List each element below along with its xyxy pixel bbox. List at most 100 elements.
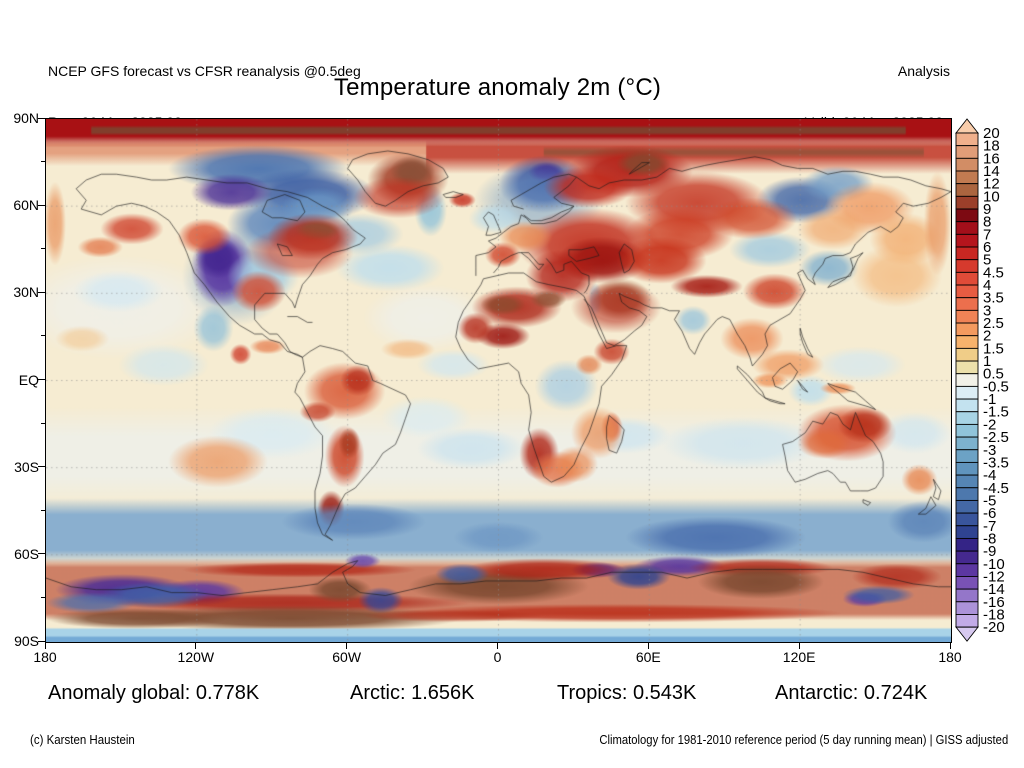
colorbar-cell: [955, 512, 979, 527]
colorbar-label: 12: [983, 176, 1000, 193]
colorbar-label: -2.5: [983, 429, 1009, 446]
y-axis-label: 90S: [14, 633, 39, 649]
y-axis-label: EQ: [18, 371, 39, 388]
colorbar-label: 3: [983, 302, 991, 319]
y-axis-minor-tick: [41, 335, 45, 337]
x-axis-tick: [195, 642, 197, 649]
colorbar-cell: [955, 411, 979, 425]
x-axis-label: 120W: [177, 649, 215, 665]
colorbar-label: 10: [983, 188, 1000, 205]
colorbar-cell: [955, 347, 979, 362]
y-axis-label: 60S: [14, 545, 39, 562]
y-axis-minor-tick: [41, 422, 45, 424]
x-axis-tick: [647, 642, 649, 649]
y-axis-tick: [38, 117, 45, 119]
page-title: Temperature anomaly 2m (°C): [333, 74, 662, 101]
x-axis-label: 180: [938, 649, 962, 665]
colorbar-label: 8: [983, 214, 991, 231]
colorbar-cell: [955, 601, 979, 615]
y-axis-tick: [38, 204, 45, 206]
y-axis-label: 30N: [13, 284, 39, 301]
colorbar-label: 14: [983, 163, 1000, 180]
colorbar-cell: [955, 360, 979, 375]
colorbar-label: 1: [983, 353, 991, 370]
y-axis-label: 60N: [13, 197, 39, 214]
colorbar-label: 3.5: [983, 290, 1004, 307]
analysis-label: Analysis: [897, 63, 950, 79]
colorbar-label: -14: [983, 581, 1005, 598]
colorbar-label: -18: [983, 606, 1005, 623]
colorbar-label: 6: [983, 239, 991, 256]
y-axis-tick: [38, 466, 45, 468]
y-axis-tick: [38, 379, 45, 380]
colorbar-cell: [955, 499, 979, 514]
colorbar-label: -5: [983, 492, 996, 509]
colorbar-svg: 201816141210987654.543.532.521.510.5-0.5…: [955, 118, 1009, 642]
stat-tropics: Tropics: 0.543K: [557, 682, 697, 704]
colorbar-label: 18: [983, 138, 1000, 155]
x-axis-label: 180: [33, 649, 57, 665]
x-axis-label: 120E: [782, 649, 816, 665]
stat-antarctic: Antarctic: 0.724K: [775, 682, 928, 704]
colorbar-cell: [955, 284, 979, 299]
colorbar-label: -1: [983, 391, 996, 408]
colorbar-cell: [955, 398, 979, 413]
colorbar-cell: [955, 132, 979, 147]
colorbar-cell: [955, 246, 979, 261]
colorbar-label: 4.5: [983, 264, 1004, 281]
colorbar-label: 2.5: [983, 315, 1004, 332]
x-axis-tick: [44, 642, 46, 649]
y-axis-label: 90N: [13, 110, 39, 126]
colorbar-label: -4.5: [983, 480, 1009, 497]
colorbar-label: -12: [983, 568, 1005, 585]
model-comparison-line: NCEP GFS forecast vs CFSR reanalysis @0.…: [48, 63, 361, 79]
colorbar-label: -0.5: [983, 378, 1009, 395]
colorbar-arrow-bottom: [955, 626, 979, 642]
y-axis-tick: [38, 553, 45, 555]
colorbar-cell: [955, 233, 979, 248]
colorbar-cell: [955, 563, 979, 577]
colorbar-cell: [955, 537, 979, 552]
x-axis-tick: [497, 642, 498, 649]
x-axis-label: 60E: [635, 649, 661, 665]
stat-arctic: Arctic: 1.656K: [350, 682, 475, 704]
anomaly-map-canvas: [46, 119, 951, 642]
y-axis-minor-tick: [41, 596, 45, 598]
colorbar-cell: [955, 525, 979, 539]
colorbar-label: -9: [983, 543, 996, 560]
x-axis-tick: [346, 642, 348, 649]
colorbar-label: 0.5: [983, 366, 1004, 383]
y-axis-label: 30S: [14, 458, 39, 475]
colorbar-cell: [955, 183, 979, 197]
colorbar-label: 9: [983, 201, 991, 218]
colorbar-cell: [955, 423, 979, 438]
y-axis-minor-tick: [41, 509, 45, 511]
x-axis-label: 0: [493, 649, 502, 665]
colorbar-label: -3.5: [983, 454, 1009, 471]
footer-climatology-note: Climatology for 1981-2010 reference peri…: [599, 733, 1008, 747]
colorbar-cell: [955, 474, 979, 489]
colorbar-label: 7: [983, 226, 991, 243]
colorbar-cell: [955, 576, 979, 590]
colorbar-cell: [955, 588, 979, 603]
colorbar-cell: [955, 461, 979, 476]
x-axis-tick: [949, 642, 951, 649]
footer-credit: (c) Karsten Haustein: [30, 733, 135, 747]
colorbar-label: 1.5: [983, 340, 1004, 357]
colorbar-cell: [955, 335, 979, 349]
colorbar-label: 4: [983, 277, 991, 294]
colorbar-label: 16: [983, 150, 1000, 167]
colorbar-label: -2: [983, 416, 996, 433]
colorbar-label: 20: [983, 125, 1000, 142]
colorbar-cell: [955, 449, 979, 463]
colorbar-label: 5: [983, 252, 991, 269]
colorbar-label: -10: [983, 556, 1005, 573]
colorbar-cell: [955, 436, 979, 451]
colorbar-cell: [955, 195, 979, 210]
x-axis-label: 60W: [332, 649, 362, 665]
colorbar-cell: [955, 297, 979, 311]
colorbar-cell: [955, 208, 979, 223]
colorbar-cell: [955, 550, 979, 565]
y-axis-minor-tick: [41, 248, 45, 250]
